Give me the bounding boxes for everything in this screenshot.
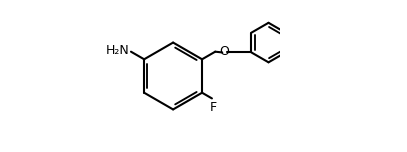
Text: H₂N: H₂N [105, 44, 129, 57]
Text: F: F [210, 101, 217, 114]
Text: O: O [220, 45, 230, 58]
